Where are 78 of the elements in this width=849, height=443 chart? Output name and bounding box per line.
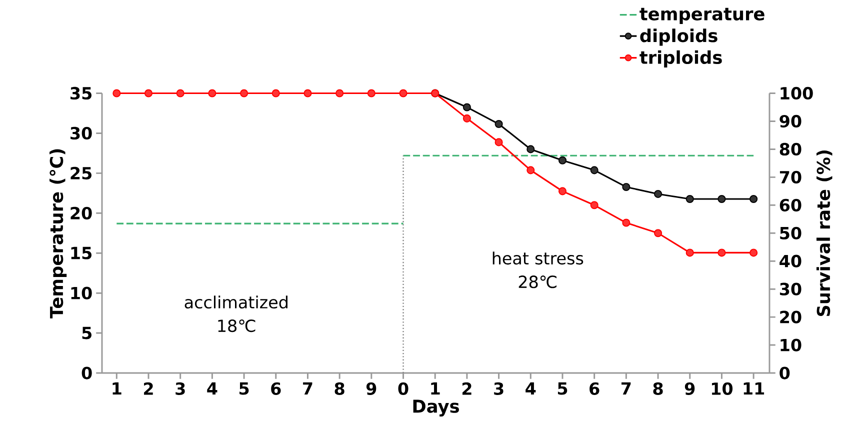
point bbox=[112, 89, 121, 98]
x-tick-label: 0 bbox=[398, 382, 408, 396]
y-tick-label: 20 bbox=[70, 206, 92, 220]
point bbox=[590, 201, 598, 210]
x-tick-label: 4 bbox=[526, 382, 536, 395]
point bbox=[240, 89, 248, 98]
point bbox=[558, 187, 567, 196]
point bbox=[208, 89, 216, 98]
point bbox=[176, 89, 184, 98]
point bbox=[718, 248, 726, 257]
y-tick-label: 10 bbox=[71, 286, 92, 300]
x-tick-label: 8 bbox=[334, 382, 344, 396]
x-tick-label: 5 bbox=[558, 382, 568, 395]
point bbox=[558, 156, 567, 165]
y-tick-label: 35 bbox=[70, 87, 92, 100]
x-tick-label: 9 bbox=[684, 382, 695, 396]
point bbox=[336, 89, 344, 98]
y-tick-label: 0 bbox=[82, 366, 92, 380]
legend-label: diploids bbox=[640, 28, 718, 46]
y2-axis-title: Survival rate (%) bbox=[816, 150, 832, 316]
x-tick-label: 7 bbox=[303, 382, 312, 395]
x-tick-label: 6 bbox=[271, 382, 281, 396]
y2-tick-label: 0 bbox=[780, 366, 790, 380]
point bbox=[526, 166, 535, 174]
x-tick-label: 4 bbox=[207, 382, 218, 395]
x-tick-label: 7 bbox=[621, 382, 631, 395]
y2-tick-label: 100 bbox=[780, 87, 813, 100]
y2-tick-label: 70 bbox=[780, 171, 802, 184]
y2-tick-label: 80 bbox=[780, 143, 802, 156]
point bbox=[367, 89, 376, 98]
x-tick-label: 3 bbox=[176, 382, 185, 396]
point bbox=[654, 190, 662, 198]
y-tick-label: 15 bbox=[71, 247, 92, 260]
y2-tick-label: 20 bbox=[780, 310, 802, 324]
y2-tick-label: 40 bbox=[780, 254, 802, 268]
point bbox=[526, 145, 535, 154]
y2-tick-label: 30 bbox=[780, 282, 802, 296]
y-tick-label: 30 bbox=[70, 127, 92, 140]
legend-label: triploids bbox=[640, 50, 722, 68]
x-tick-label: 1 bbox=[431, 382, 440, 395]
x-tick-label: 5 bbox=[240, 382, 249, 395]
x-tick-label: 3 bbox=[494, 382, 504, 396]
y2-tick-label: 50 bbox=[780, 226, 802, 240]
x-tick-label: 9 bbox=[366, 382, 376, 396]
y-tick-label: 25 bbox=[70, 167, 92, 180]
point bbox=[144, 89, 153, 98]
point bbox=[494, 120, 503, 128]
x-tick-label: 11 bbox=[744, 382, 764, 395]
point bbox=[622, 183, 630, 192]
point bbox=[622, 218, 630, 227]
point bbox=[718, 195, 726, 204]
point bbox=[462, 114, 471, 123]
x-axis-title: Days bbox=[413, 400, 459, 417]
y2-tick-label: 10 bbox=[780, 338, 802, 352]
annotation: acclimatized 18℃ bbox=[184, 296, 288, 332]
x-tick-label: 2 bbox=[144, 382, 153, 395]
legend-label: temperature bbox=[640, 8, 764, 24]
point bbox=[272, 89, 280, 98]
point bbox=[399, 89, 408, 98]
annotation: heat stress 28℃ bbox=[492, 252, 584, 288]
point bbox=[304, 89, 312, 98]
x-tick-label: 2 bbox=[462, 382, 472, 395]
point bbox=[462, 103, 471, 112]
point bbox=[686, 248, 694, 257]
point bbox=[750, 248, 758, 257]
y-tick-label: 5 bbox=[82, 326, 92, 340]
point bbox=[654, 229, 662, 238]
x-tick-label: 10 bbox=[712, 382, 733, 396]
y2-tick-label: 60 bbox=[780, 198, 802, 212]
y-axis-title: Temperature (℃) bbox=[50, 149, 67, 319]
point bbox=[750, 195, 758, 204]
point bbox=[686, 195, 694, 204]
point bbox=[494, 138, 503, 146]
x-tick-label: 1 bbox=[112, 382, 122, 395]
x-tick-label: 8 bbox=[653, 382, 663, 396]
x-tick-label: 6 bbox=[590, 382, 600, 396]
point bbox=[590, 166, 598, 174]
y2-tick-label: 90 bbox=[780, 115, 802, 128]
